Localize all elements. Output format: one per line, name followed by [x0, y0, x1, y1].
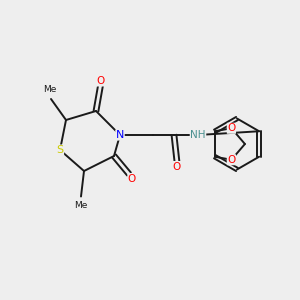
Text: O: O [227, 123, 236, 133]
Text: O: O [173, 161, 181, 172]
Text: NH: NH [190, 130, 206, 140]
Text: N: N [116, 130, 124, 140]
Text: Me: Me [43, 85, 56, 94]
Text: Me: Me [74, 201, 88, 210]
Text: O: O [227, 155, 236, 165]
Text: S: S [56, 145, 64, 155]
Text: O: O [128, 173, 136, 184]
Text: O: O [96, 76, 105, 86]
